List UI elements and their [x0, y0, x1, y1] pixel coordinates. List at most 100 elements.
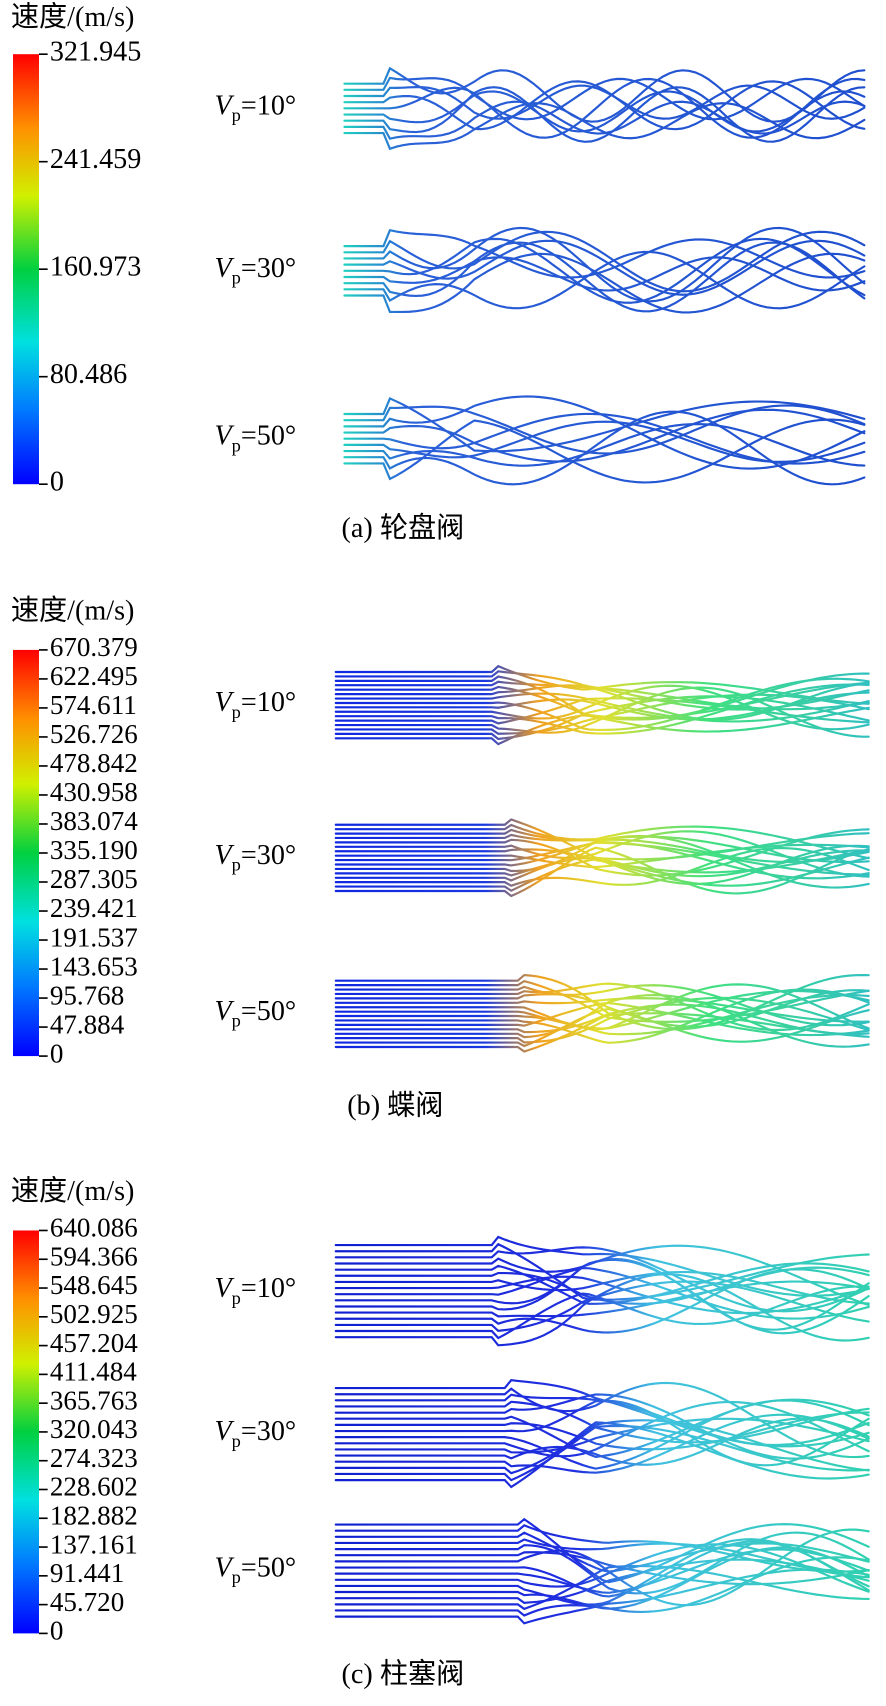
streamline: [334, 1280, 870, 1333]
streamline: [334, 1546, 870, 1610]
row-label: Vp=50°: [214, 996, 296, 1030]
colorbar-tick-label: 287.305: [50, 864, 138, 894]
colorbar-tick-label: 365.763: [50, 1385, 138, 1415]
streamlines: [334, 664, 870, 746]
streamline: [343, 226, 866, 303]
row-label-variable: V: [214, 1553, 234, 1584]
streamline: [343, 230, 866, 293]
colorbar-tick-label: 0: [50, 467, 64, 498]
panel: 速度/(m/s)321.945241.459160.97380.4860Vp=1…: [11, 1, 866, 544]
colorbar-tick-label: 137.161: [50, 1529, 138, 1559]
streamline: [343, 241, 866, 313]
row-label-angle: =50°: [241, 421, 296, 452]
streamline: [334, 1528, 870, 1607]
row-label-angle: =30°: [241, 840, 296, 871]
streamline: [334, 1564, 870, 1611]
streamline: [334, 1399, 870, 1470]
streamline: [334, 988, 870, 1044]
streamlines: [334, 973, 870, 1053]
streamline: [334, 1413, 870, 1474]
row-label-angle: =50°: [241, 1553, 296, 1584]
row-label-subscript: p: [232, 1288, 241, 1308]
colorbar-tick-label: 320.043: [50, 1414, 138, 1444]
colorbar-tick-label: 502.925: [50, 1299, 138, 1329]
streamline: [334, 1393, 870, 1460]
streamline: [334, 683, 870, 735]
streamlines: [334, 818, 870, 898]
streamline: [334, 1262, 870, 1305]
streamline: [334, 1399, 870, 1467]
row-label: Vp=50°: [214, 421, 296, 455]
colorbar: [12, 1230, 39, 1634]
colorbar-tick-label: 241.459: [50, 144, 142, 175]
streamline: [334, 1538, 870, 1606]
streamline: [334, 1417, 870, 1454]
streamline: [334, 691, 870, 721]
row-label-angle: =30°: [241, 1417, 296, 1448]
colorbar-tick-label: 91.441: [50, 1558, 124, 1588]
row-label-subscript: p: [232, 702, 241, 722]
streamline: [343, 404, 866, 455]
colorbar-tick-label: 574.611: [50, 690, 137, 720]
streamline: [334, 1258, 870, 1335]
row-label-subscript: p: [232, 855, 241, 875]
colorbar-tick-label: 239.421: [50, 893, 138, 923]
colorbar-tick-label: 457.204: [50, 1328, 138, 1358]
streamlines: [343, 226, 866, 314]
streamline: [334, 1421, 870, 1489]
colorbar-tick-label: 47.884: [50, 1009, 125, 1039]
streamline: [343, 250, 866, 310]
streamline: [334, 1543, 870, 1593]
colorbar-tick-label: 0: [50, 1038, 64, 1068]
colorbar-tick-label: 143.653: [50, 951, 138, 981]
colorbar-tick-label: 594.366: [50, 1241, 138, 1271]
streamline: [343, 76, 866, 121]
streamline: [334, 1548, 870, 1594]
streamline: [334, 706, 870, 746]
row-label-angle: =10°: [241, 91, 296, 122]
streamline: [343, 237, 866, 304]
row-label-variable: V: [214, 840, 234, 871]
streamline: [343, 102, 866, 151]
row-label-subscript: p: [232, 105, 241, 125]
row-label-variable: V: [214, 421, 234, 452]
row-label: Vp=10°: [214, 91, 296, 125]
streamline: [334, 677, 870, 732]
row-label-variable: V: [214, 996, 234, 1027]
streamline: [334, 1275, 870, 1315]
streamline: [334, 979, 870, 1023]
streamline: [334, 1517, 870, 1584]
streamline: [334, 996, 870, 1044]
row-label-angle: =30°: [241, 253, 296, 284]
row-label: Vp=30°: [214, 253, 296, 287]
streamline: [334, 1411, 870, 1451]
colorbar-tick-label: 0: [50, 1616, 64, 1646]
streamline: [334, 1012, 870, 1053]
streamline: [343, 86, 866, 143]
colorbar-tick-label: 160.973: [50, 252, 142, 283]
streamline: [334, 1266, 870, 1320]
streamline: [334, 1417, 870, 1466]
streamline: [343, 84, 866, 120]
streamline: [334, 697, 870, 725]
streamline: [343, 418, 866, 484]
streamline: [343, 256, 866, 292]
row-label-variable: V: [214, 1274, 234, 1305]
streamlines: [343, 395, 866, 486]
streamline: [334, 1556, 870, 1617]
streamline: [343, 77, 866, 139]
colorbar-tick-label: 274.323: [50, 1443, 138, 1473]
row-label: Vp=30°: [214, 1417, 296, 1451]
streamline: [334, 684, 870, 731]
streamline: [334, 1424, 870, 1482]
row-label-angle: =50°: [241, 996, 296, 1027]
streamline: [343, 252, 866, 314]
colorbar-tick-label: 411.484: [50, 1357, 137, 1387]
streamline: [334, 997, 870, 1023]
legend-title: 速度/(m/s): [11, 1, 135, 33]
streamline: [334, 680, 870, 711]
streamline: [334, 982, 870, 1032]
colorbar-tick-label: 45.720: [50, 1587, 124, 1617]
colorbar-tick-label: 478.842: [50, 748, 138, 778]
